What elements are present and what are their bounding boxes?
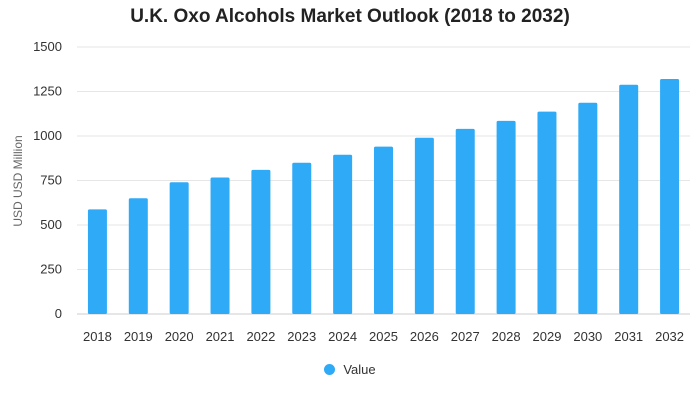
x-tick-label: 2028 [492,329,521,344]
legend-label-value: Value [343,362,376,377]
y-tick-label: 0 [55,306,62,321]
x-tick-label: 2021 [206,329,235,344]
bar [128,198,148,314]
y-tick-label: 1000 [33,128,62,143]
x-tick-label: 2023 [287,329,316,344]
x-tick-label: 2018 [83,329,112,344]
bar [251,169,271,314]
x-tick-label: 2019 [124,329,153,344]
bar [578,102,598,315]
x-tick-label: 2020 [165,329,194,344]
x-tick-label: 2032 [655,329,684,344]
bar [292,162,312,314]
legend-swatch-value [324,364,336,375]
bar [455,128,475,314]
x-tick-label: 2022 [246,329,275,344]
y-tick-label: 1500 [33,39,62,54]
chart-title: U.K. Oxo Alcohols Market Outlook (2018 t… [130,6,570,27]
bar [210,177,230,314]
bar [619,84,639,315]
y-tick-label: 250 [40,262,62,277]
bar [333,154,353,314]
x-tick-label: 2029 [533,329,562,344]
legend[interactable]: Value [0,362,700,377]
y-tick-label: 750 [40,173,62,188]
x-tick-label: 2025 [369,329,398,344]
bar [537,111,557,314]
x-tick-label: 2030 [573,329,602,344]
x-axis-ticks: 2018 2019 2020 2021 2022 2023 2024 2025 2026 2027… [83,329,684,344]
bar [660,79,680,314]
y-tick-label: 1250 [33,84,62,99]
x-tick-label: 2026 [410,329,439,344]
y-tick-label: 500 [40,217,62,232]
y-axis-ticks: 0 250 500 750 1000 1250 1500 [33,39,62,321]
bars [87,79,680,315]
bar [169,182,189,314]
bar [374,146,393,314]
x-tick-label: 2031 [614,329,643,344]
x-tick-label: 2027 [451,329,480,344]
bar [496,120,516,315]
x-tick-label: 2024 [328,329,357,344]
bar [87,209,107,314]
bar [414,137,434,314]
